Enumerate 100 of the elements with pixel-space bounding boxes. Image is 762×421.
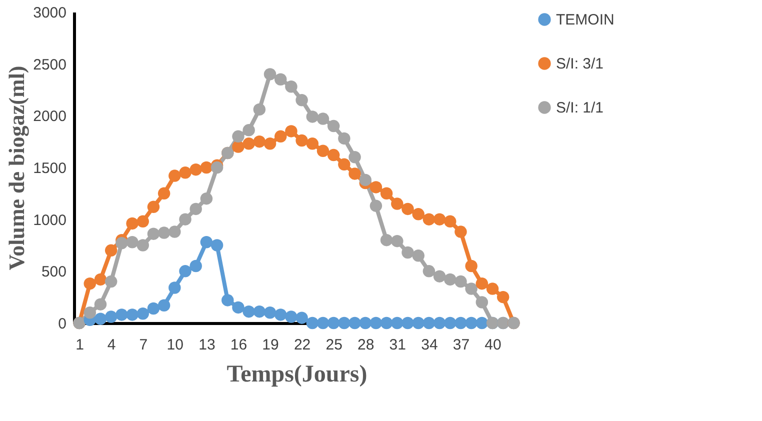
point <box>359 316 372 330</box>
point <box>158 187 170 200</box>
point <box>84 277 96 290</box>
point <box>200 236 213 248</box>
point <box>253 103 266 116</box>
point <box>348 151 361 164</box>
point <box>126 308 138 321</box>
point <box>412 208 424 220</box>
point <box>158 226 170 239</box>
legend-label: S/I: 3/1 <box>556 56 604 72</box>
x-tick-label: 25 <box>326 336 342 354</box>
point <box>168 170 181 182</box>
x-tick-label: 7 <box>139 336 148 354</box>
point <box>179 166 192 179</box>
x-tick-label: 37 <box>452 336 470 354</box>
point <box>444 316 456 330</box>
point <box>465 316 478 330</box>
legend-label: TEMOIN <box>556 12 614 28</box>
point <box>285 125 298 138</box>
point <box>222 294 234 306</box>
y-tick-label: 500 <box>41 264 66 281</box>
x-tick-label: 19 <box>262 336 279 354</box>
point <box>359 174 372 186</box>
point <box>486 282 499 295</box>
point <box>454 226 467 238</box>
point <box>338 158 350 170</box>
point <box>190 163 202 176</box>
point <box>296 134 308 147</box>
point <box>422 213 436 226</box>
point <box>232 301 244 314</box>
x-tick-label: 40 <box>484 336 502 354</box>
point <box>454 316 467 330</box>
point <box>306 138 319 150</box>
point <box>422 316 436 330</box>
point <box>380 187 393 200</box>
point <box>465 260 478 272</box>
point <box>370 181 382 194</box>
point <box>200 192 213 205</box>
point <box>242 305 255 318</box>
point <box>274 73 287 86</box>
point <box>306 110 319 123</box>
x-tick-label: 22 <box>294 336 311 354</box>
point <box>94 312 107 325</box>
point <box>190 202 202 216</box>
point <box>402 246 414 259</box>
point <box>136 239 149 252</box>
point <box>433 213 446 226</box>
point <box>402 316 414 330</box>
point <box>264 68 276 80</box>
point <box>327 148 340 162</box>
point <box>274 308 287 321</box>
point <box>253 135 266 148</box>
point <box>433 270 446 282</box>
point <box>476 316 488 330</box>
x-axis-title: Temps(Jours) <box>226 362 368 388</box>
legend-label: S/I: 1/1 <box>556 100 604 116</box>
y-tick-label: 1500 <box>33 160 66 177</box>
point <box>136 215 149 228</box>
point <box>391 198 404 210</box>
point <box>348 316 361 330</box>
point <box>348 168 361 180</box>
point <box>338 132 350 145</box>
point <box>168 282 181 294</box>
point <box>242 138 255 150</box>
point <box>391 234 404 248</box>
point <box>264 138 276 150</box>
point <box>179 213 192 226</box>
point <box>104 275 118 288</box>
point <box>422 265 436 278</box>
point <box>147 302 160 315</box>
point <box>496 290 510 304</box>
point <box>476 296 488 308</box>
point <box>338 316 350 330</box>
point <box>465 282 478 295</box>
point <box>296 312 308 324</box>
point <box>264 306 276 319</box>
point <box>391 316 404 330</box>
point <box>285 310 298 323</box>
point <box>454 275 467 288</box>
point <box>116 308 128 321</box>
point <box>412 250 424 262</box>
x-tick-label: 31 <box>389 336 406 354</box>
x-tick-label: 16 <box>230 336 248 354</box>
point <box>210 239 224 252</box>
point <box>104 310 118 323</box>
point <box>316 316 330 330</box>
y-tick-label: 1000 <box>33 212 66 229</box>
point <box>242 124 255 136</box>
y-tick-label: 2000 <box>33 108 66 126</box>
point <box>94 298 107 310</box>
point <box>168 226 181 238</box>
point <box>94 273 107 286</box>
y-axis-title: Volume de biogaz(ml) <box>4 66 30 270</box>
point <box>147 228 160 240</box>
y-tick-label: 3000 <box>33 4 66 22</box>
point <box>296 94 308 106</box>
point <box>285 80 298 93</box>
point <box>327 120 340 132</box>
point <box>444 215 456 228</box>
point <box>200 161 213 174</box>
